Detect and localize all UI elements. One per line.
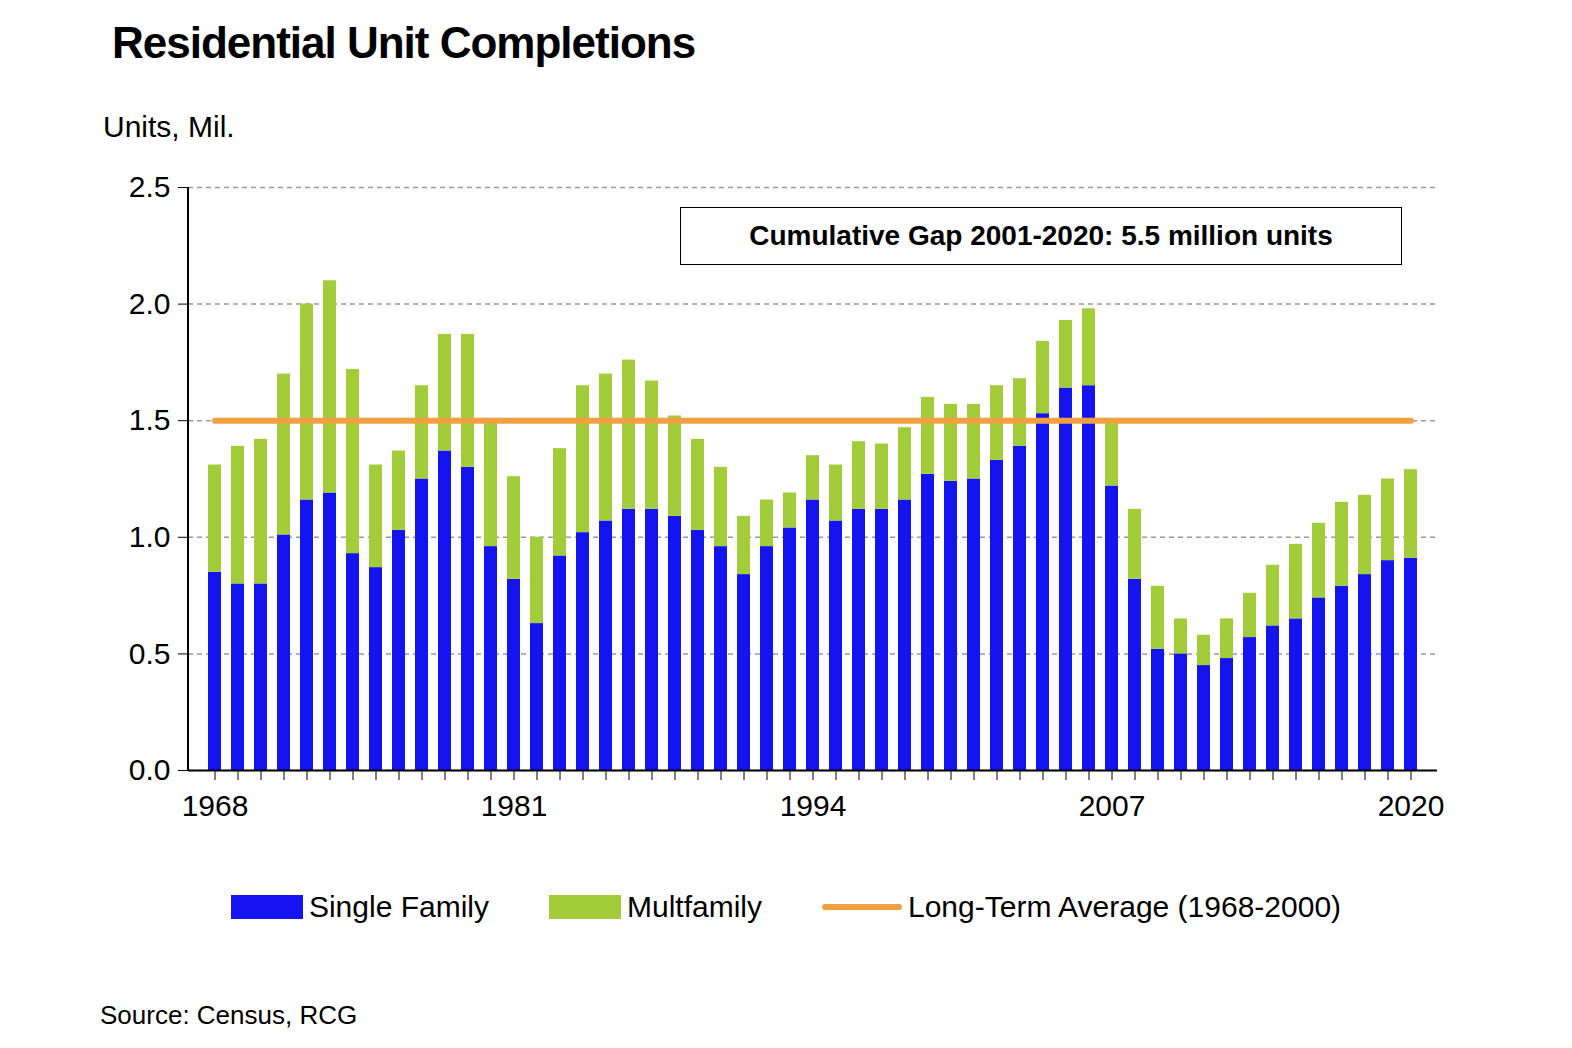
html-text:Source: Census, RCG: Source: Census, RCG — [100, 1000, 358, 1030]
html-text:Units, Mil.: Units, Mil. — [103, 110, 235, 143]
svg-text:2007: 2007 — [1079, 789, 1146, 822]
svg-text:1968: 1968 — [182, 789, 249, 822]
svg-text:1.5: 1.5 — [129, 403, 171, 436]
svg-text:1.0: 1.0 — [129, 520, 171, 553]
svg-text:2020: 2020 — [1378, 789, 1445, 822]
html-text:Multfamily: Multfamily — [627, 890, 762, 923]
svg-text:2.5: 2.5 — [129, 170, 171, 203]
html-text:Long-Term Average (1968-2000): Long-Term Average (1968-2000) — [908, 890, 1342, 923]
html-text:Cumulative Gap 2001-2020: 5.5: Cumulative Gap 2001-2020: 5.5 million un… — [749, 220, 1333, 251]
svg-text:1981: 1981 — [481, 789, 548, 822]
svg-text:0.0: 0.0 — [129, 753, 171, 786]
svg-text:2.0: 2.0 — [129, 287, 171, 320]
svg-text:0.5: 0.5 — [129, 637, 171, 670]
html-text:Single Family: Single Family — [308, 890, 489, 923]
svg-text:1994: 1994 — [780, 789, 847, 822]
html-text:Residential Unit Completions: Residential Unit Completions — [112, 18, 696, 67]
